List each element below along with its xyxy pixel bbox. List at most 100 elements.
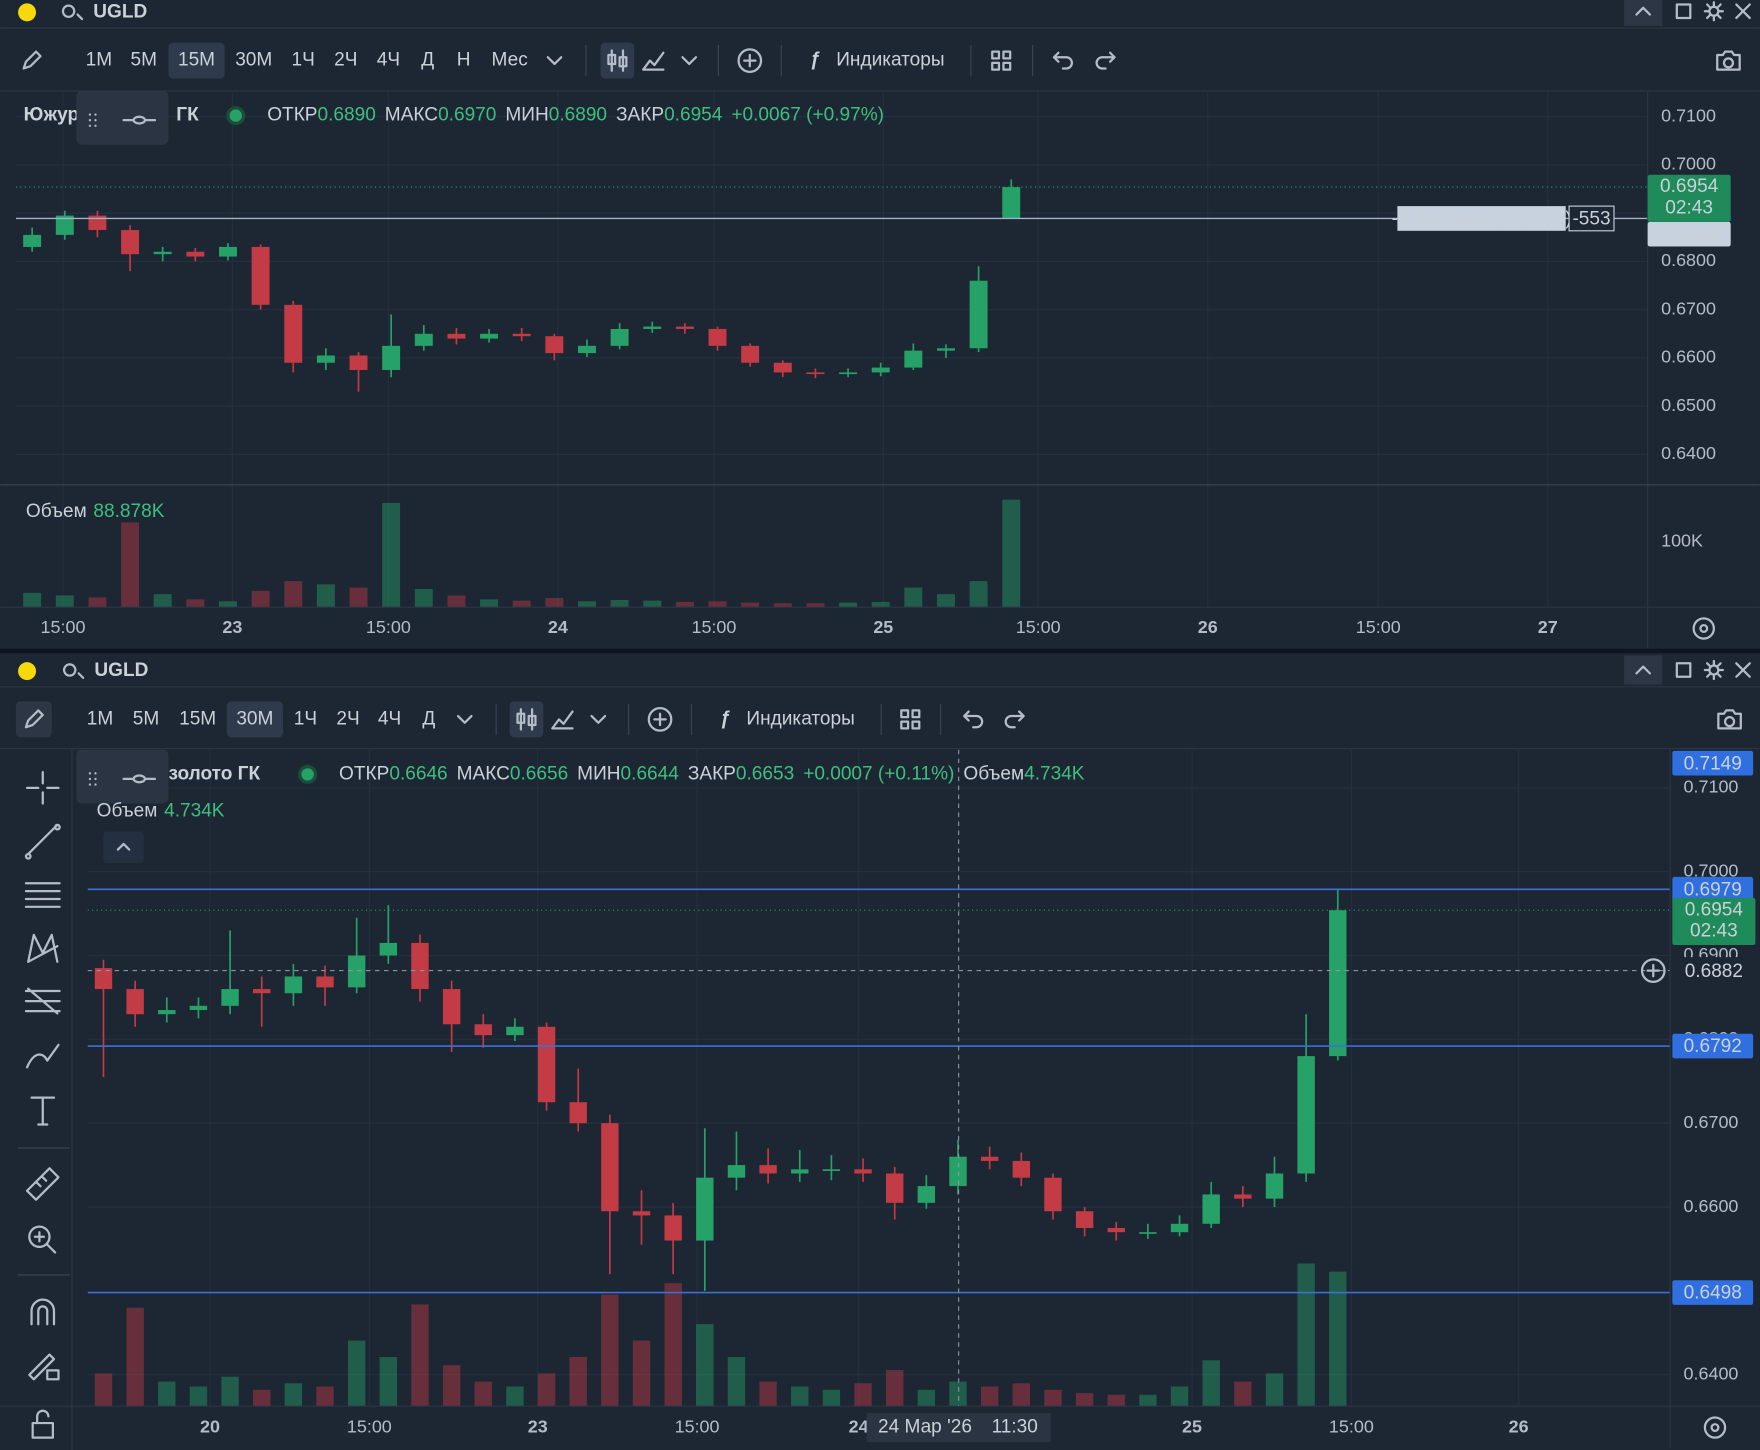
volume-bar (643, 600, 662, 608)
legend-drag-widget[interactable] (76, 749, 169, 804)
timeframe-button[interactable]: 1Ч (294, 708, 317, 729)
y-tick-label: 0.7100 (1684, 777, 1739, 797)
layout-icon (991, 50, 1012, 71)
legend-label: Объем (963, 763, 1024, 784)
layout-icon (900, 709, 921, 730)
timeframe-button[interactable]: 2Ч (336, 708, 359, 729)
timeframe-button[interactable]: Н (457, 50, 471, 71)
timeframe-button[interactable]: Мес (492, 50, 529, 71)
volume-bar (759, 1381, 777, 1407)
candle-body (506, 1026, 524, 1036)
timeframe-button[interactable]: 1М (86, 50, 112, 71)
timeframe-button[interactable]: 4Ч (378, 708, 401, 729)
screenshot-icon (1717, 709, 1742, 730)
magnet-tool[interactable] (30, 1298, 56, 1326)
volume-bar (447, 595, 466, 608)
crosshair-tool[interactable] (25, 771, 60, 805)
x-tick-label: 26 (1509, 1416, 1529, 1436)
x-tick-label: 15:00 (675, 1416, 720, 1436)
volume-bar (1075, 1393, 1094, 1407)
timeframe-button[interactable]: 5М (131, 50, 157, 71)
unlock-tool[interactable] (31, 1409, 54, 1439)
collapse-icon (1635, 6, 1652, 16)
timeframe-button[interactable]: 15М (179, 708, 216, 729)
last-price-label: 0.6954 (1660, 176, 1719, 197)
last-price-label: 0.6954 (1685, 899, 1744, 920)
text-tool[interactable] (30, 1096, 56, 1126)
volume-bar (917, 1389, 936, 1407)
active-timeframe (168, 42, 225, 79)
crosshair-price-box (1672, 957, 1756, 985)
collapse-button[interactable] (1624, 0, 1663, 26)
candle-body (1139, 1232, 1157, 1234)
volume-legend-value: 4.734K (164, 800, 225, 821)
legend-label: МИН (505, 105, 548, 126)
symbol[interactable]: UGLD (93, 1, 147, 22)
timeframe-button[interactable]: Д (421, 50, 434, 71)
legend-label: МИН (577, 763, 620, 784)
horizontal-lines-tool[interactable] (24, 882, 61, 908)
expand-legend[interactable] (103, 831, 144, 864)
position-qty-box[interactable] (1568, 205, 1615, 232)
drag-handle (88, 113, 97, 127)
volume-bar (664, 1283, 682, 1407)
collapse-button[interactable] (1624, 655, 1663, 685)
volume-bar (632, 1340, 651, 1407)
countdown: 02:43 (1690, 921, 1738, 942)
volume-bar (936, 594, 955, 608)
indicators-button[interactable]: Индикаторы (836, 50, 944, 71)
volume-bar (474, 1381, 492, 1407)
legend-value: 0.6970 (438, 105, 496, 126)
volume-bar (569, 1356, 587, 1407)
timeframe-button[interactable]: 15М (178, 50, 215, 71)
volume-bar (1170, 1386, 1189, 1407)
candle-body (871, 367, 890, 373)
auto-scale-icon (1692, 617, 1715, 640)
volume-bar (822, 1389, 841, 1407)
zoom-tool[interactable] (28, 1225, 57, 1254)
legend-value: 0.6954 (664, 105, 723, 126)
settings-icon (1703, 1, 1724, 22)
candle-icon (607, 49, 628, 72)
legend-label: МАКС (457, 763, 510, 784)
volume-bar (727, 1356, 746, 1407)
legend-change: +0.0067 (+0.97%) (731, 105, 884, 126)
legend-value: 0.6646 (389, 763, 447, 784)
fib-tool[interactable] (24, 987, 61, 1015)
brush-tool[interactable] (25, 1043, 60, 1069)
timeframe-button[interactable]: 5М (133, 708, 159, 729)
lock-drawings-tool[interactable] (28, 1353, 60, 1381)
more-timeframes (456, 714, 473, 724)
timeframe-button[interactable]: 1М (87, 708, 113, 729)
position-price-box (1647, 221, 1731, 247)
undo-icon (1052, 51, 1073, 70)
candle-body (806, 372, 825, 375)
ruler-tool[interactable] (25, 1167, 60, 1201)
active-tool (15, 701, 52, 738)
trend-line-tool[interactable] (24, 823, 61, 860)
plot-area (15, 92, 1648, 608)
ohlc-legend: ОТКР0.6890 МАКС0.6970 МИН0.6890 ЗАКР0.6954 +… (267, 105, 884, 126)
more-timeframes (546, 56, 563, 66)
pattern-tool[interactable] (27, 933, 59, 963)
volume-bar (442, 1365, 461, 1407)
instrument-name: Южур (24, 105, 79, 126)
instrument-name: золото ГК (168, 763, 260, 784)
chart-type-more (590, 714, 607, 724)
level-box (1672, 750, 1754, 776)
timeframe-button[interactable]: 30М (236, 708, 273, 729)
chart-type-active (600, 42, 635, 79)
indicators-button[interactable]: Индикаторы (746, 708, 854, 729)
legend-drag-widget[interactable] (76, 90, 169, 145)
timeframe-button[interactable]: 30М (235, 50, 272, 71)
timeframe-button[interactable]: 4Ч (377, 50, 400, 71)
timeframe-button[interactable]: 2Ч (334, 50, 357, 71)
volume-bar (347, 1340, 366, 1407)
symbol[interactable]: UGLD (94, 660, 148, 681)
timeframe-button[interactable]: 1Ч (291, 50, 314, 71)
volume-bar (382, 502, 401, 608)
volume-bar (316, 1386, 334, 1407)
timeframe-button[interactable]: Д (422, 708, 435, 729)
